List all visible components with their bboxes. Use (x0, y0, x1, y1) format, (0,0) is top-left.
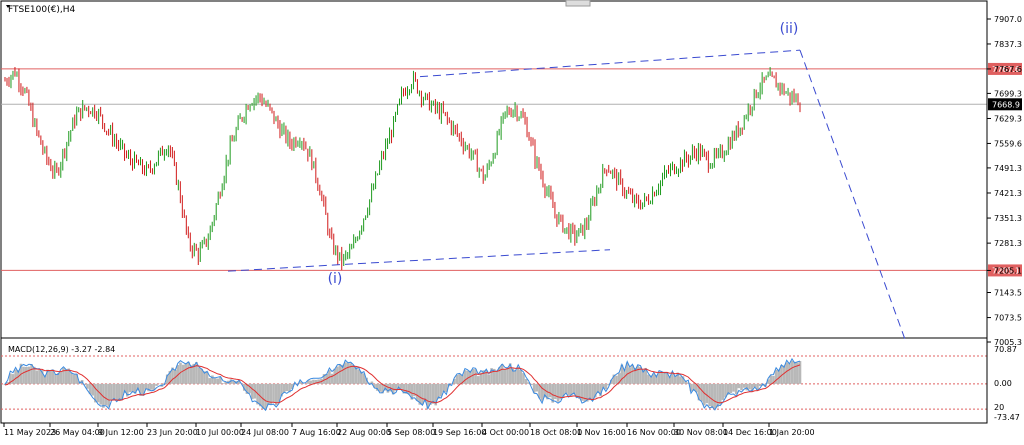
time-tick-label: 18 Oct 08:00 (530, 428, 582, 437)
time-tick-label: 23 Jun 20:00 (147, 428, 198, 437)
price-tick-label: 7005.3 (994, 338, 1022, 347)
level-label: 7205.1 (992, 266, 1020, 275)
macd-tick-label: 70.87 (994, 345, 1017, 354)
price-tick-label: 7421.3 (994, 189, 1022, 198)
time-tick-label: 22 Aug 00:00 (337, 428, 391, 437)
time-tick-label: 10 Jul 00:00 (196, 428, 244, 437)
projection-wave-iii (799, 49, 907, 343)
price-tick-label: 7281.3 (994, 239, 1022, 248)
time-tick-label: 26 May 04:00 (50, 428, 105, 437)
time-tick-label: 19 Sep 16:00 (433, 428, 486, 437)
time-tick-label: 9 Jun 12:00 (98, 428, 144, 437)
trendline-lower-a (227, 264, 333, 272)
price-tick-label: 7559.6 (994, 139, 1022, 148)
macd-tick-label: 20 (994, 403, 1004, 412)
macd-tick-label: -73.47 (994, 413, 1020, 422)
time-tick-label: 16 Nov 00:00 (627, 428, 681, 437)
time-tick-label: 24 Jul 08:00 (241, 428, 289, 437)
current-price-tag (988, 98, 1022, 111)
price-tick-label: 7205.1 (994, 266, 1022, 275)
time-tick-label: 7 Aug 16:00 (292, 428, 341, 437)
price-tick-label: 7907.0 (994, 15, 1022, 24)
time-tick-label: 1 Jan 20:00 (769, 428, 815, 437)
time-tick-label: 14 Dec 16:00 (723, 428, 777, 437)
price-tick-label: 7629.3 (994, 114, 1022, 123)
level-label: 7767.6 (992, 65, 1020, 74)
time-tick-label: 4 Oct 00:00 (482, 428, 529, 437)
price-tick-label: 7837.3 (994, 40, 1022, 49)
price-tick-label: 7143.5 (994, 288, 1022, 297)
time-tick-label: 1 Nov 16:00 (577, 428, 626, 437)
time-tick-label: 5 Sep 08:00 (387, 428, 435, 437)
time-tick-label: 11 May 2023 (4, 428, 56, 437)
chart-frame (0, 0, 988, 424)
price-tick-label: 7491.3 (994, 164, 1022, 173)
level-tag (988, 62, 1022, 75)
price-tick-label: 7699.3 (994, 89, 1022, 98)
current-price-label: 7668.9 (992, 100, 1020, 109)
wave-label: (ii) (780, 21, 799, 37)
level-tag (988, 264, 1022, 277)
macd-label: MACD(12,26,9) -3.27 -2.84 (8, 345, 115, 354)
macd-line (4, 357, 801, 412)
price-tick-label: 7767.6 (994, 65, 1022, 74)
scroll-handle[interactable] (565, 0, 591, 7)
trendline-upper (419, 49, 801, 78)
trendline-lower-b (331, 249, 611, 266)
wave-label: (i) (328, 271, 343, 287)
macd-signal-line (4, 364, 801, 404)
macd-tick-label: 0.00 (994, 379, 1012, 388)
time-tick-label: 30 Nov 08:00 (674, 428, 728, 437)
symbol-label: FTSE100(€),H4 (8, 5, 75, 15)
price-tick-label: 7073.5 (994, 314, 1022, 323)
chart-type-icon (6, 5, 10, 8)
price-tick-label: 7351.3 (994, 214, 1022, 223)
